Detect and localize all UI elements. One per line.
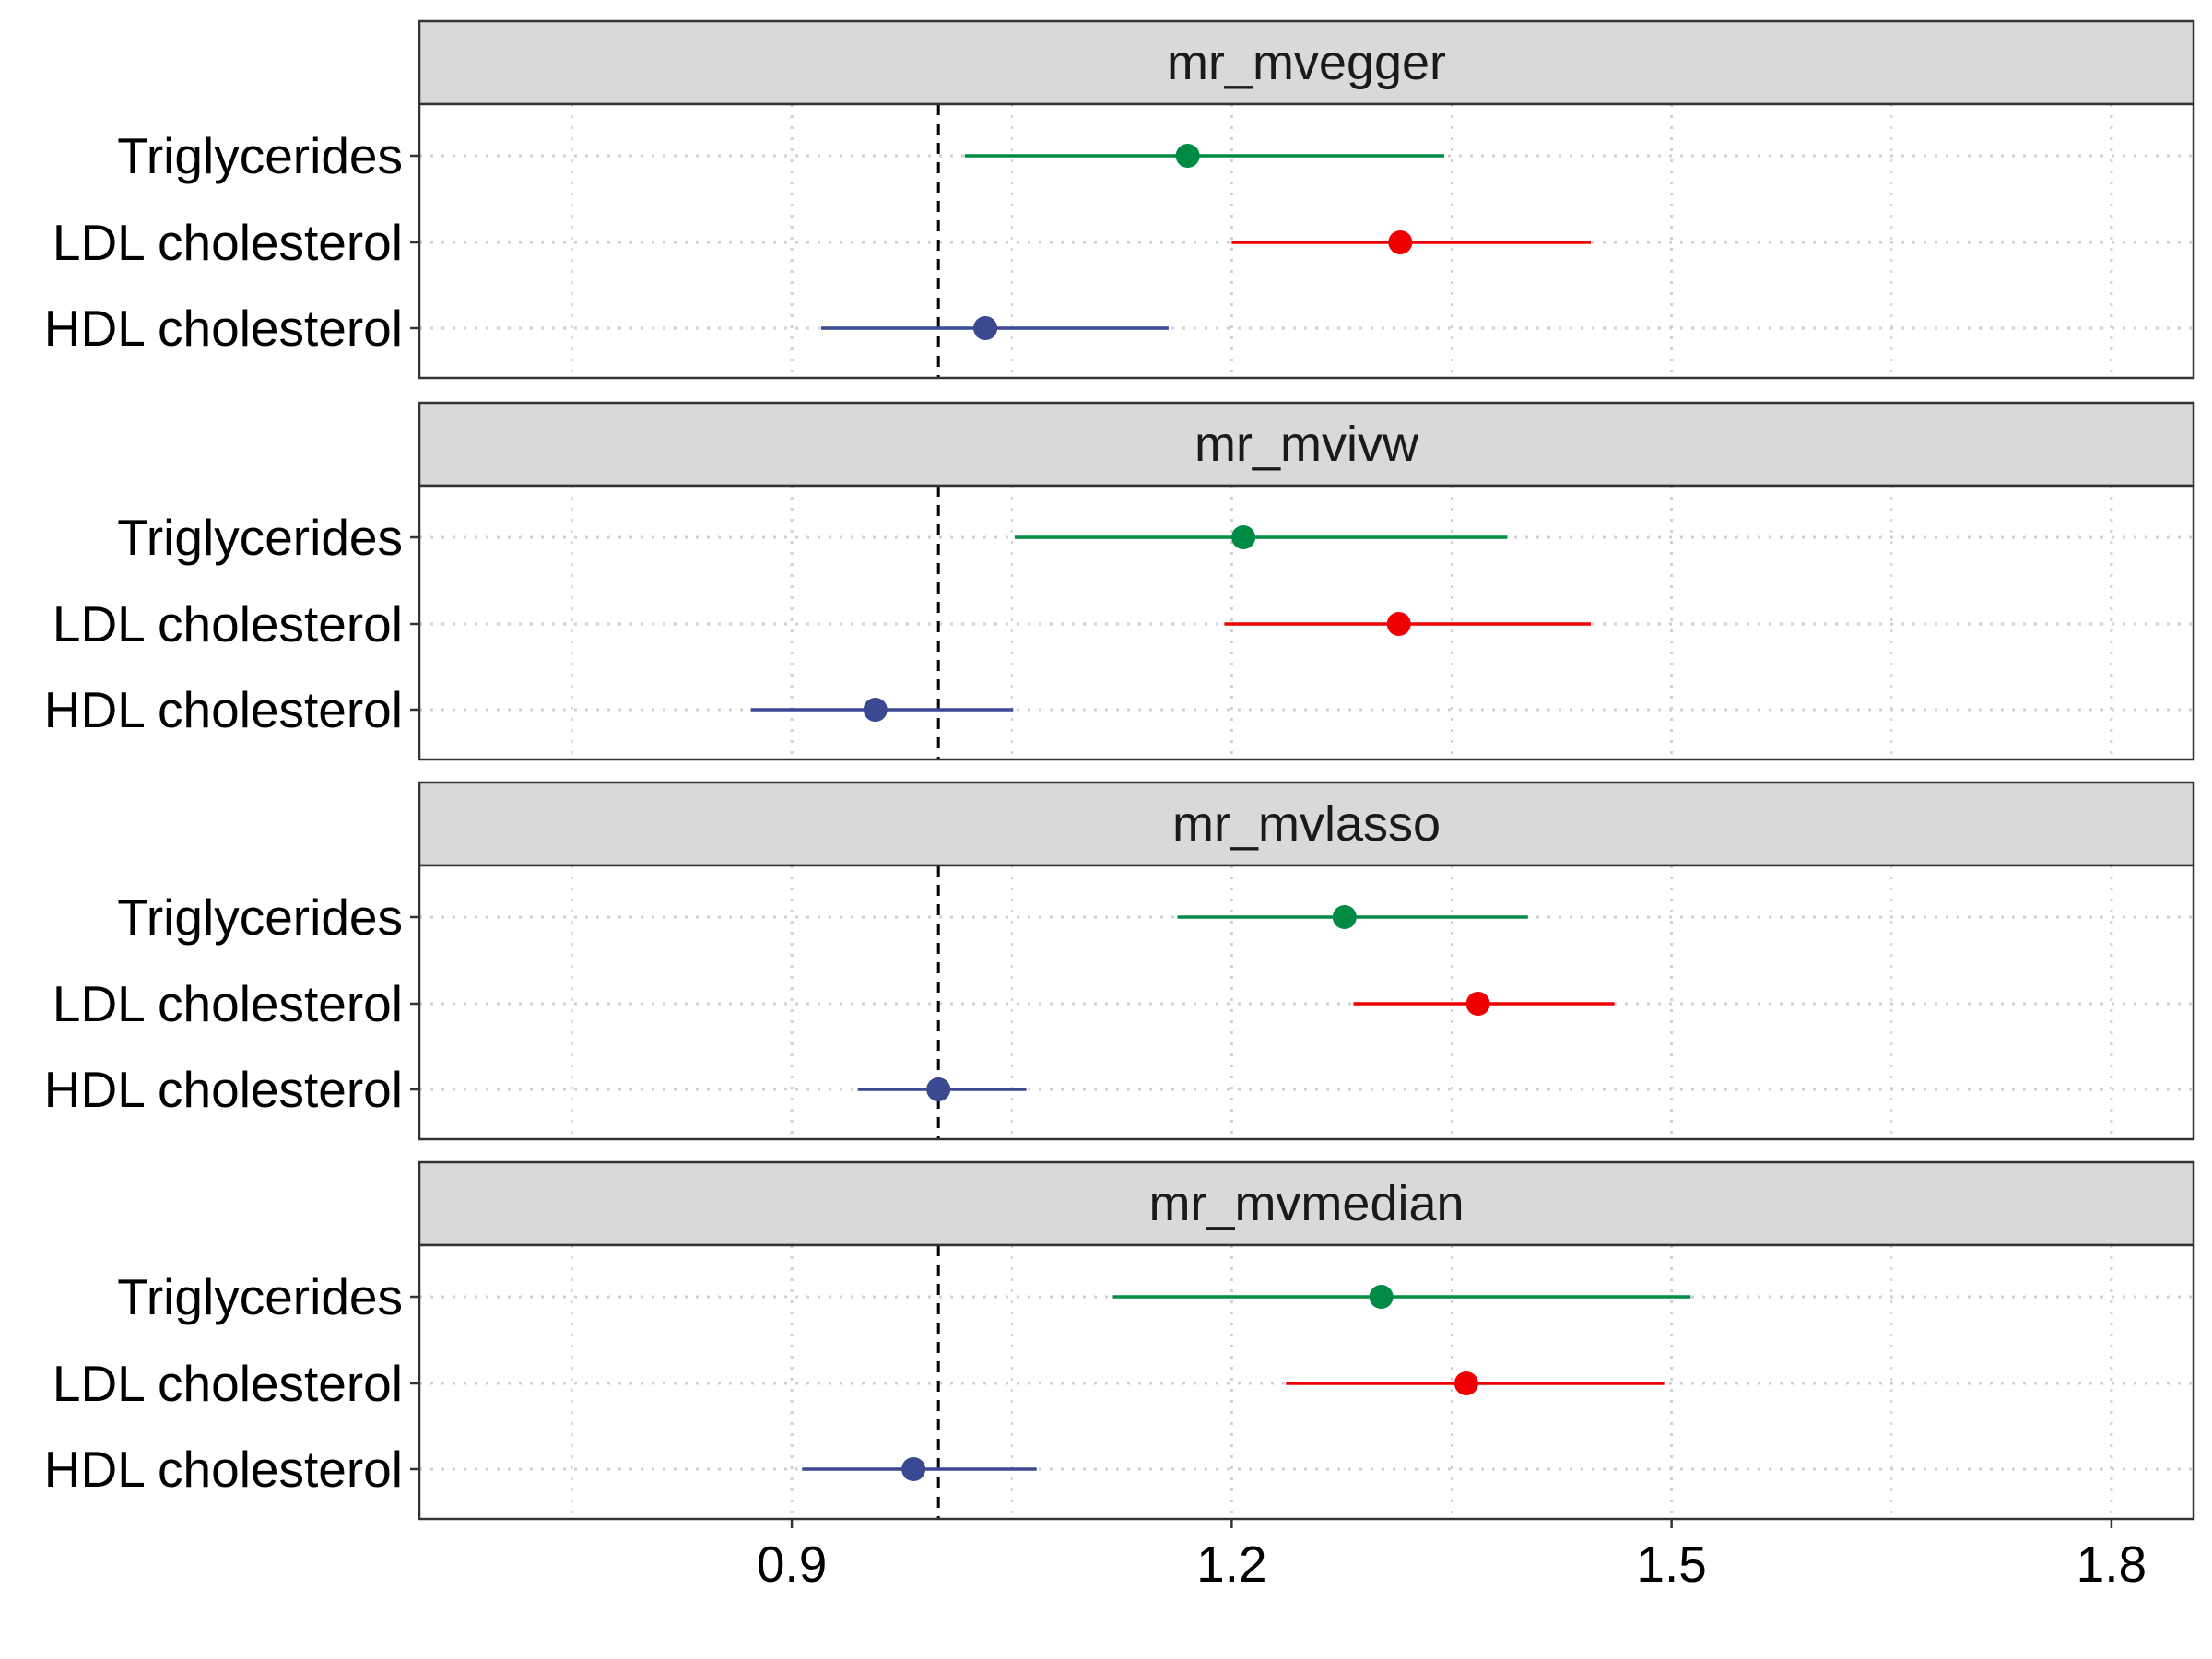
- panel-mr_mvivw: mr_mvivw Triglycerides LDL cholesterol HDL …: [44, 401, 2195, 761]
- point-estimate: [1386, 612, 1411, 636]
- point-estimate: [1465, 992, 1490, 1016]
- y-tick-label: LDL cholesterol: [53, 975, 403, 1032]
- x-tick-label: 1.8: [2077, 1535, 2147, 1593]
- strip-title: mr_mvegger: [1167, 35, 1446, 90]
- strip-background: [418, 401, 2195, 488]
- strip-background: [418, 1160, 2195, 1247]
- strip-title: mr_mvmedian: [1148, 1176, 1464, 1231]
- panel-mr_mvmedian: mr_mvmedian Triglycerides LDL cholesterol H…: [44, 1160, 2195, 1521]
- point-estimate: [1231, 525, 1256, 549]
- point-estimate: [1388, 230, 1413, 254]
- y-tick-label: HDL cholesterol: [44, 1061, 403, 1118]
- point-estimate: [1369, 1285, 1394, 1309]
- y-tick-label: HDL cholesterol: [44, 300, 403, 357]
- y-tick-label: HDL cholesterol: [44, 1441, 403, 1498]
- panel-mr_mvlasso: mr_mvlasso Triglycerides LDL cholesterol HD…: [44, 781, 2195, 1141]
- panel-border: [418, 102, 2195, 380]
- point-estimate: [973, 316, 998, 340]
- y-tick-label: LDL cholesterol: [53, 595, 403, 653]
- strip-background: [418, 781, 2195, 867]
- point-estimate: [1175, 144, 1200, 168]
- panel-border: [418, 864, 2195, 1141]
- panel-mr_mvegger: mr_mvegger Triglycerides LDL cholesterol HD…: [44, 19, 2195, 380]
- y-tick-label: HDL cholesterol: [44, 681, 403, 738]
- panel-border: [418, 1243, 2195, 1521]
- x-tick-label: 1.2: [1196, 1535, 1266, 1593]
- y-tick-label: LDL cholesterol: [53, 1355, 403, 1412]
- strip-background: [418, 19, 2195, 106]
- point-estimate: [863, 698, 888, 722]
- y-tick-label: Triglycerides: [117, 509, 403, 566]
- y-tick-label: Triglycerides: [117, 1268, 403, 1325]
- y-tick-label: Triglycerides: [117, 127, 403, 184]
- y-tick-label: Triglycerides: [117, 888, 403, 946]
- x-tick-label: 0.9: [757, 1535, 827, 1593]
- x-tick-label: 1.5: [1636, 1535, 1706, 1593]
- point-estimate: [901, 1457, 926, 1481]
- y-tick-label: LDL cholesterol: [53, 214, 403, 271]
- strip-title: mr_mvivw: [1194, 417, 1419, 472]
- strip-title: mr_mvlasso: [1172, 796, 1441, 852]
- panel-border: [418, 484, 2195, 761]
- point-estimate: [1332, 905, 1357, 929]
- point-estimate: [926, 1077, 951, 1101]
- point-estimate: [1453, 1371, 1478, 1395]
